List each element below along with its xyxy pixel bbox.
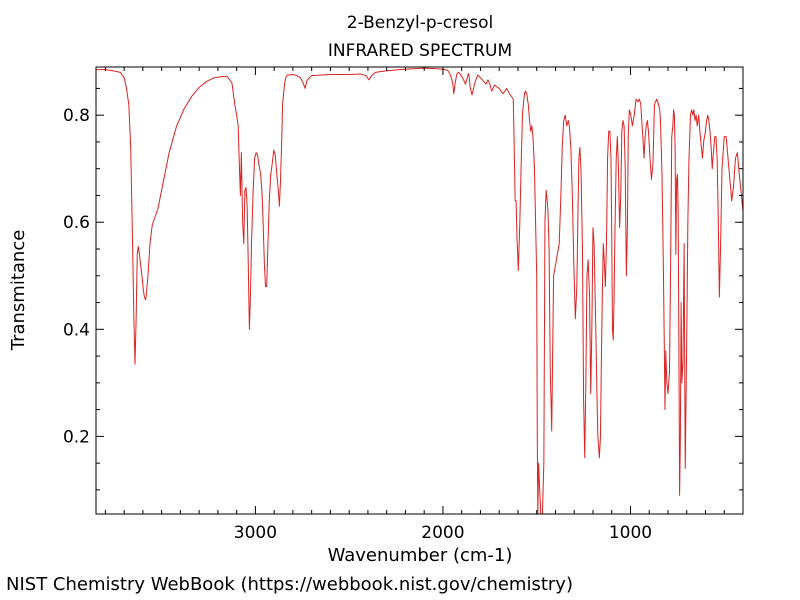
plot-frame [95, 66, 744, 515]
y-tick-label: 0.6 [63, 213, 90, 233]
chart-title: 2-Benzyl-p-cresol [347, 13, 493, 33]
axis-ticks [96, 67, 744, 514]
chart-subtitle: INFRARED SPECTRUM [328, 41, 512, 61]
spectrum-line-0 [96, 67, 743, 514]
x-tick-label: 1000 [609, 523, 652, 543]
plot-area [96, 67, 743, 514]
y-tick-label: 0.4 [63, 320, 90, 340]
x-tick-label: 2000 [421, 523, 464, 543]
y-axis-label: Transmitance [8, 230, 29, 352]
source-credit: NIST Chemistry WebBook (https://webbook.… [6, 574, 573, 595]
x-tick-label: 3000 [234, 523, 277, 543]
y-tick-label: 0.8 [63, 106, 90, 126]
axis-tick-labels: 3000 2000 1000 0.2 0.4 0.6 0.8 [63, 106, 652, 543]
y-tick-label: 0.2 [63, 427, 90, 447]
x-axis-label: Wavenumber (cm-1) [328, 545, 513, 566]
